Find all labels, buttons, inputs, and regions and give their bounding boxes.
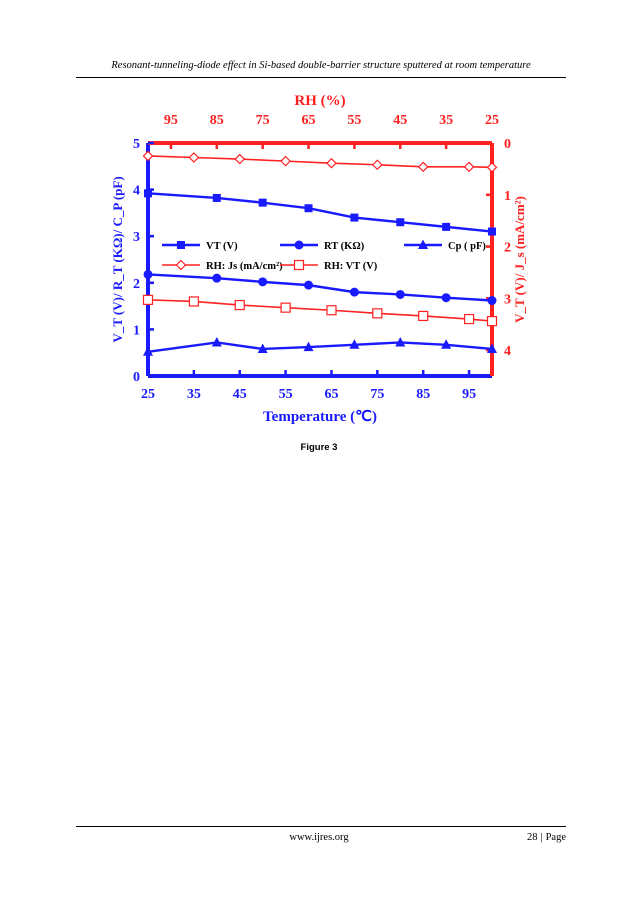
right-y-tick-label: 3 [504, 292, 511, 307]
right-y-tick-label: 4 [504, 344, 511, 359]
bottom-x-tick-label: 95 [462, 387, 476, 402]
series-4-point [486, 316, 498, 327]
bottom-x-tick-label: 55 [279, 387, 293, 402]
series-3-point [188, 152, 200, 163]
y-left-axis-title: V_T (V)/ R_T (KΩ)/ C_P (pF) [110, 176, 125, 342]
series-1-point [487, 296, 497, 306]
legend-label: VT (V) [206, 241, 238, 252]
x-bottom-axis-title: Temperature (℃) [263, 409, 377, 425]
left-y-tick-label: 1 [133, 323, 140, 338]
left-y-tick-label: 5 [133, 137, 140, 152]
bottom-x-tick-label: 85 [416, 387, 430, 402]
series-3-point [280, 155, 291, 167]
series-4-point [280, 302, 291, 313]
series-4-point [326, 305, 337, 316]
header-rule [76, 77, 566, 78]
series-2-point [441, 339, 452, 349]
bottom-x-tick-label: 65 [324, 387, 338, 402]
legend-label: RH: Js (mA/cm²) [206, 261, 283, 272]
page-number: 28 [526, 832, 538, 843]
bottom-x-tick-label: 45 [233, 387, 247, 402]
running-head: Resonant-tunneling-diode effect in Si-ba… [111, 60, 531, 71]
top-x-tick-label: 35 [439, 113, 453, 128]
series-3-point [326, 157, 337, 169]
series-2-point [303, 341, 314, 352]
series-2-point [395, 336, 406, 347]
series-4-point [418, 310, 429, 322]
series-4-point [188, 296, 199, 307]
series-2-point [211, 336, 222, 347]
legend-label: RT (KΩ) [324, 241, 365, 252]
bottom-x-tick-label: 35 [187, 387, 201, 402]
page-separator: | [540, 832, 543, 843]
y-right-axis-title: V_T (V)/ J_s (mA/cm²) [512, 196, 527, 323]
series-4-point [142, 294, 154, 305]
series-0-point [350, 213, 359, 222]
series-2-point [487, 343, 497, 353]
series-1-point [441, 293, 451, 303]
figure-caption: Figure 3 [300, 442, 338, 453]
legend-marker [293, 259, 305, 271]
series-0-point [488, 227, 496, 236]
footer-url[interactable]: www.ijres.org [289, 832, 349, 843]
legend-label: RH: VT (V) [324, 261, 378, 272]
series-4-point [234, 299, 245, 311]
legend-marker [418, 239, 428, 249]
legend-label: Cp ( pF) [448, 241, 486, 252]
series-3-point [142, 150, 154, 162]
top-x-tick-label: 55 [347, 113, 361, 128]
top-x-tick-label: 25 [485, 113, 499, 128]
series-3-point [234, 153, 246, 165]
footer-page-number: 28 | Page [527, 832, 566, 843]
series-4-point [372, 308, 383, 319]
series-3-point [417, 161, 429, 173]
top-x-tick-label: 75 [256, 113, 270, 128]
left-y-tick-label: 2 [133, 277, 140, 292]
series-3-point [463, 161, 475, 173]
right-y-tick-label: 0 [504, 137, 511, 152]
series-3-point [486, 161, 498, 173]
top-x-tick-label: 85 [210, 113, 224, 128]
series-line-2 [147, 341, 493, 353]
bottom-x-tick-label: 75 [370, 387, 384, 402]
legend-marker [294, 240, 304, 250]
footer-rule [76, 826, 566, 827]
legend-marker [177, 241, 185, 249]
series-1-point [395, 289, 405, 299]
series-2-point [257, 343, 268, 353]
top-x-tick-label: 45 [393, 113, 407, 128]
series-0-point [258, 198, 267, 207]
series-1-point [212, 273, 222, 283]
series-3-point [371, 159, 383, 171]
series-2-point [143, 346, 153, 356]
page-label: Page [545, 832, 566, 843]
series-2-point [349, 339, 360, 349]
series-0-point [304, 204, 313, 213]
bottom-x-tick-label: 25 [141, 387, 155, 402]
top-x-tick-label: 65 [302, 113, 316, 128]
left-y-tick-label: 3 [133, 230, 140, 245]
series-line-3 [147, 155, 493, 169]
right-y-tick-label: 2 [504, 241, 511, 256]
series-0-point [396, 218, 405, 227]
left-y-tick-label: 4 [133, 184, 140, 199]
x-top-axis-title: RH (%) [294, 93, 345, 109]
right-y-tick-label: 1 [504, 189, 511, 204]
series-4-point [463, 313, 475, 325]
series-line-0 [147, 192, 493, 233]
top-x-tick-label: 95 [164, 113, 178, 128]
series-1-point [143, 269, 153, 279]
series-0-point [144, 189, 152, 198]
series-1-point [304, 280, 314, 290]
series-1-point [349, 287, 359, 297]
series-0-point [212, 193, 221, 202]
series-line-4 [147, 299, 493, 322]
series-line-1 [147, 273, 493, 302]
series-0-point [442, 222, 451, 231]
series-1-point [258, 277, 268, 287]
legend-marker [175, 259, 187, 271]
left-y-tick-label: 0 [133, 370, 140, 385]
